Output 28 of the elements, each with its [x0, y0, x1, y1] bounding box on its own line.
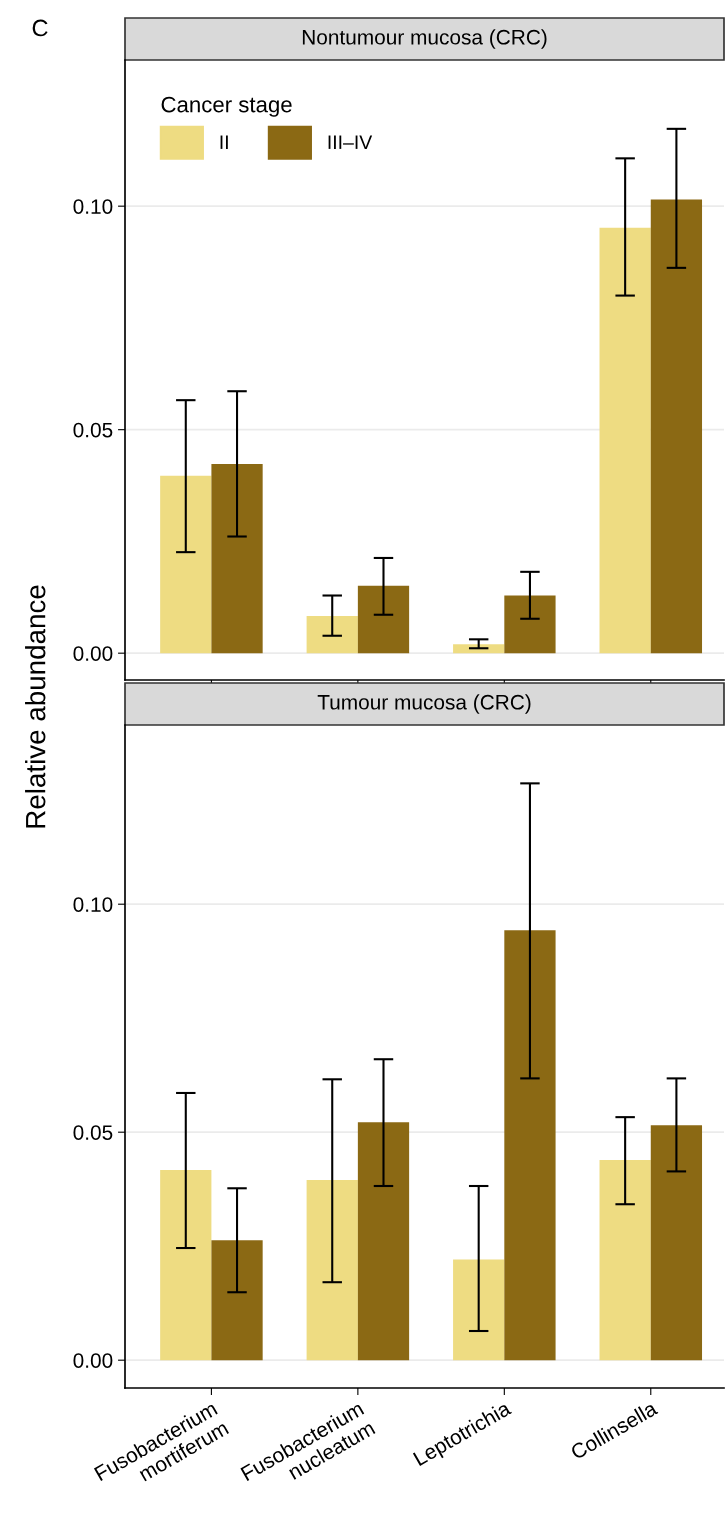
bar [650, 1125, 703, 1361]
bar [650, 199, 703, 654]
y-tick-label: 0.10 [73, 897, 113, 912]
bar [504, 595, 556, 654]
y-tick-label: 0.00 [73, 646, 113, 661]
bar [599, 227, 651, 654]
legend-title: Cancer stage [161, 96, 292, 117]
bar [211, 1240, 263, 1361]
y-axis-title: Relative abundance [25, 585, 46, 828]
y-tick-label: 0.00 [73, 1353, 113, 1368]
chart-title: Tumour mucosa (CRC) [317, 694, 531, 714]
bar [160, 1170, 212, 1361]
y-tick-label: 0.10 [73, 199, 113, 214]
chart-title: Nontumour mucosa (CRC) [302, 29, 547, 49]
bar [306, 616, 358, 654]
bar [160, 475, 212, 654]
bar [453, 1259, 505, 1361]
bar [504, 930, 556, 1361]
bar [357, 1122, 410, 1361]
bar [599, 1160, 651, 1361]
bar [306, 1180, 358, 1361]
text: C [32, 19, 48, 37]
y-tick-label: 0.05 [73, 1125, 113, 1140]
legend-label: II [220, 135, 228, 149]
y-tick-label: 0.05 [73, 422, 113, 438]
bar [211, 464, 263, 654]
legend-label: III–IV [328, 135, 373, 149]
bar [357, 585, 410, 654]
